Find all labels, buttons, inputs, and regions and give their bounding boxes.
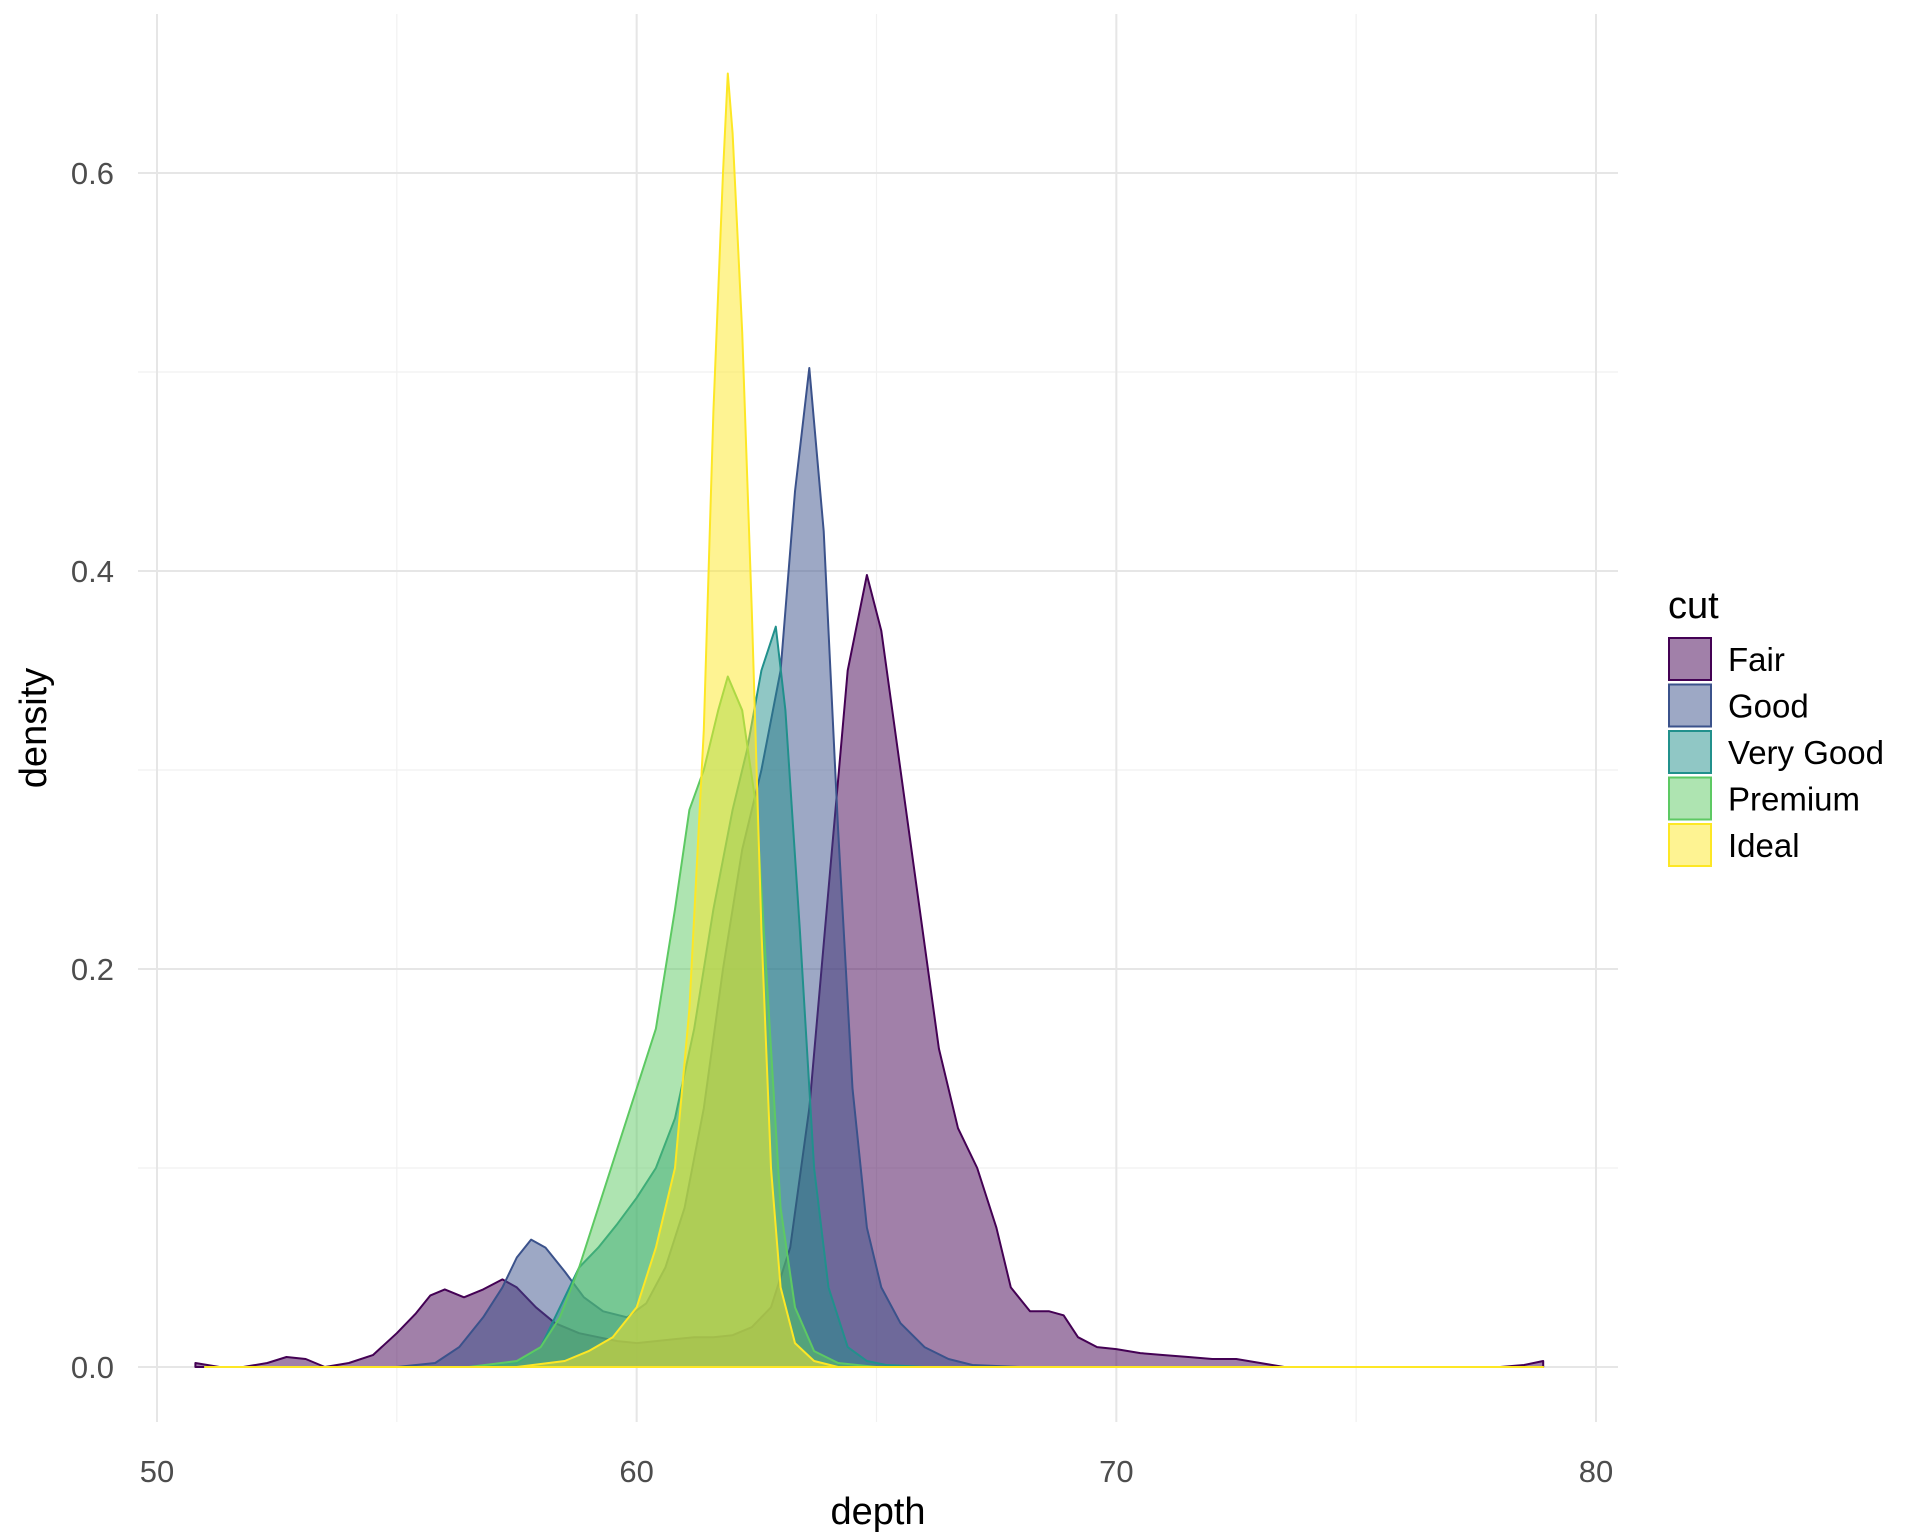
x-tick-label: 50 (140, 1454, 174, 1489)
x-tick-label: 60 (619, 1454, 653, 1489)
legend-label: Fair (1728, 641, 1785, 678)
legend-item: Premium (1668, 776, 1860, 821)
legend-label: Ideal (1728, 827, 1800, 864)
y-tick-label: 0.6 (71, 156, 114, 191)
y-tick-label: 0.4 (71, 554, 114, 589)
y-axis-ticks: 0.0 0.2 0.4 0.6 (71, 156, 114, 1385)
legend-label: Good (1728, 688, 1809, 725)
legend-swatch (1668, 823, 1712, 867)
legend-swatch (1668, 683, 1712, 728)
density-areas (194, 72, 1545, 1368)
legend-swatch (1668, 776, 1712, 821)
y-tick-label: 0.2 (71, 952, 114, 987)
y-tick-label: 0.0 (71, 1350, 114, 1385)
x-tick-label: 70 (1099, 1454, 1133, 1489)
y-axis-title: density (13, 668, 55, 788)
density-area-premium (204, 675, 1118, 1368)
legend-swatch (1668, 730, 1712, 774)
x-tick-label: 80 (1579, 1454, 1613, 1489)
x-axis-title: depth (830, 1491, 925, 1533)
legend: cut Fair Good Very Good Premium Ideal (1668, 585, 1884, 867)
legend-label: Very Good (1728, 734, 1884, 771)
legend-item: Very Good (1668, 730, 1884, 774)
legend-items: Fair Good Very Good Premium Ideal (1668, 637, 1884, 867)
legend-item: Fair (1668, 637, 1785, 681)
legend-item: Ideal (1668, 823, 1800, 867)
density-area-ideal (204, 72, 1545, 1368)
legend-item: Good (1668, 683, 1809, 728)
x-axis-ticks: 50 60 70 80 (140, 1454, 1613, 1489)
legend-title: cut (1668, 585, 1719, 627)
legend-swatch (1668, 637, 1712, 681)
legend-label: Premium (1728, 781, 1860, 818)
